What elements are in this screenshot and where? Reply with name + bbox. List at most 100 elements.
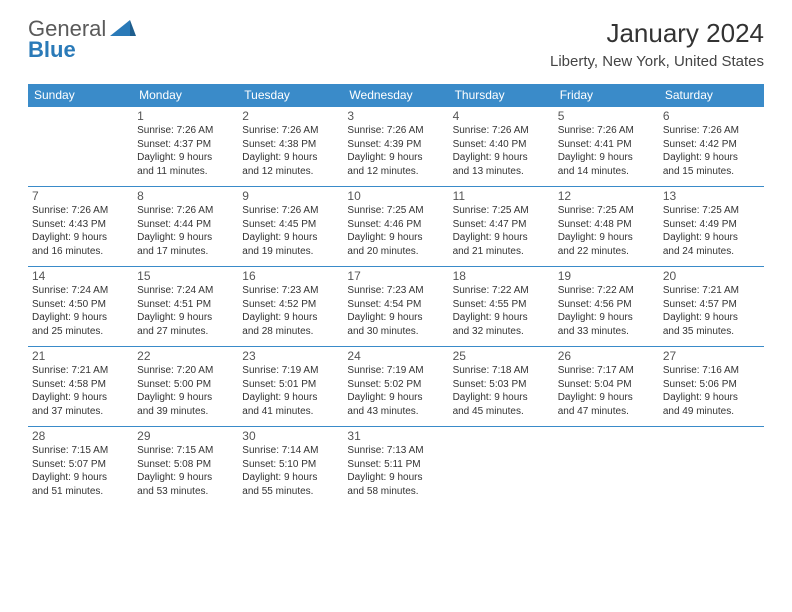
day-detail-line: Sunset: 5:02 PM: [347, 378, 444, 392]
calendar-day-cell: 14Sunrise: 7:24 AMSunset: 4:50 PMDayligh…: [28, 267, 133, 347]
day-detail-line: Sunrise: 7:26 AM: [453, 124, 550, 138]
calendar-week-row: 7Sunrise: 7:26 AMSunset: 4:43 PMDaylight…: [28, 187, 764, 267]
day-detail-line: Sunrise: 7:25 AM: [663, 204, 760, 218]
day-number: 23: [242, 349, 339, 363]
day-detail-line: and 16 minutes.: [32, 245, 129, 259]
calendar-day-cell: 18Sunrise: 7:22 AMSunset: 4:55 PMDayligh…: [449, 267, 554, 347]
calendar-day-cell: 12Sunrise: 7:25 AMSunset: 4:48 PMDayligh…: [554, 187, 659, 267]
calendar-day-cell: 4Sunrise: 7:26 AMSunset: 4:40 PMDaylight…: [449, 107, 554, 187]
day-number: 28: [32, 429, 129, 443]
day-detail-line: and 47 minutes.: [558, 405, 655, 419]
day-detail-line: and 24 minutes.: [663, 245, 760, 259]
calendar-day-cell: 11Sunrise: 7:25 AMSunset: 4:47 PMDayligh…: [449, 187, 554, 267]
calendar-day-cell: [449, 427, 554, 507]
day-detail-line: Sunrise: 7:19 AM: [347, 364, 444, 378]
day-detail-line: Sunset: 4:41 PM: [558, 138, 655, 152]
day-detail-line: and 15 minutes.: [663, 165, 760, 179]
day-number: 24: [347, 349, 444, 363]
calendar-week-row: 14Sunrise: 7:24 AMSunset: 4:50 PMDayligh…: [28, 267, 764, 347]
day-detail-line: Sunset: 4:47 PM: [453, 218, 550, 232]
day-detail-line: Daylight: 9 hours: [347, 471, 444, 485]
day-detail-line: Sunset: 5:08 PM: [137, 458, 234, 472]
calendar-week-row: 21Sunrise: 7:21 AMSunset: 4:58 PMDayligh…: [28, 347, 764, 427]
calendar-day-cell: 13Sunrise: 7:25 AMSunset: 4:49 PMDayligh…: [659, 187, 764, 267]
day-number: 13: [663, 189, 760, 203]
day-detail-line: Sunset: 4:39 PM: [347, 138, 444, 152]
calendar-day-cell: 30Sunrise: 7:14 AMSunset: 5:10 PMDayligh…: [238, 427, 343, 507]
day-detail-line: Daylight: 9 hours: [453, 391, 550, 405]
day-detail-line: Sunset: 4:55 PM: [453, 298, 550, 312]
day-detail-line: and 19 minutes.: [242, 245, 339, 259]
day-detail-line: Daylight: 9 hours: [32, 391, 129, 405]
logo: General Blue: [28, 18, 136, 61]
day-detail-line: Daylight: 9 hours: [347, 311, 444, 325]
day-number: 1: [137, 109, 234, 123]
calendar-day-cell: 31Sunrise: 7:13 AMSunset: 5:11 PMDayligh…: [343, 427, 448, 507]
day-detail-line: Sunset: 4:54 PM: [347, 298, 444, 312]
day-detail-line: Daylight: 9 hours: [137, 391, 234, 405]
day-detail-line: and 53 minutes.: [137, 485, 234, 499]
calendar-day-cell: 17Sunrise: 7:23 AMSunset: 4:54 PMDayligh…: [343, 267, 448, 347]
day-number: 27: [663, 349, 760, 363]
day-detail-line: Daylight: 9 hours: [32, 471, 129, 485]
day-number: 22: [137, 349, 234, 363]
day-detail-line: Sunrise: 7:26 AM: [558, 124, 655, 138]
day-detail-line: Sunset: 4:43 PM: [32, 218, 129, 232]
day-detail-line: and 45 minutes.: [453, 405, 550, 419]
day-detail-line: Daylight: 9 hours: [558, 311, 655, 325]
day-number: 15: [137, 269, 234, 283]
calendar-day-cell: [28, 107, 133, 187]
day-detail-line: Sunrise: 7:19 AM: [242, 364, 339, 378]
day-detail-line: and 13 minutes.: [453, 165, 550, 179]
day-detail-line: Sunset: 4:42 PM: [663, 138, 760, 152]
calendar-day-cell: [554, 427, 659, 507]
calendar-day-cell: 25Sunrise: 7:18 AMSunset: 5:03 PMDayligh…: [449, 347, 554, 427]
calendar-day-cell: 27Sunrise: 7:16 AMSunset: 5:06 PMDayligh…: [659, 347, 764, 427]
calendar-day-cell: 5Sunrise: 7:26 AMSunset: 4:41 PMDaylight…: [554, 107, 659, 187]
day-detail-line: and 43 minutes.: [347, 405, 444, 419]
day-detail-line: Sunrise: 7:26 AM: [137, 204, 234, 218]
day-detail-line: Sunrise: 7:25 AM: [347, 204, 444, 218]
day-header: Wednesday: [343, 84, 448, 107]
calendar-day-cell: 16Sunrise: 7:23 AMSunset: 4:52 PMDayligh…: [238, 267, 343, 347]
day-detail-line: Sunrise: 7:24 AM: [137, 284, 234, 298]
day-detail-line: Sunset: 4:52 PM: [242, 298, 339, 312]
day-detail-line: Sunrise: 7:17 AM: [558, 364, 655, 378]
day-detail-line: Sunset: 4:50 PM: [32, 298, 129, 312]
day-number: 5: [558, 109, 655, 123]
calendar-day-cell: 10Sunrise: 7:25 AMSunset: 4:46 PMDayligh…: [343, 187, 448, 267]
title-block: January 2024 Liberty, New York, United S…: [550, 18, 764, 70]
day-number: 16: [242, 269, 339, 283]
day-detail-line: Sunrise: 7:14 AM: [242, 444, 339, 458]
day-detail-line: Daylight: 9 hours: [558, 391, 655, 405]
day-number: 11: [453, 189, 550, 203]
day-number: 18: [453, 269, 550, 283]
calendar-day-cell: 1Sunrise: 7:26 AMSunset: 4:37 PMDaylight…: [133, 107, 238, 187]
day-number: 26: [558, 349, 655, 363]
location-text: Liberty, New York, United States: [550, 53, 764, 70]
calendar-day-cell: 21Sunrise: 7:21 AMSunset: 4:58 PMDayligh…: [28, 347, 133, 427]
day-detail-line: Sunset: 4:58 PM: [32, 378, 129, 392]
calendar-day-cell: 29Sunrise: 7:15 AMSunset: 5:08 PMDayligh…: [133, 427, 238, 507]
calendar-day-cell: 8Sunrise: 7:26 AMSunset: 4:44 PMDaylight…: [133, 187, 238, 267]
day-detail-line: Daylight: 9 hours: [663, 231, 760, 245]
logo-word-blue: Blue: [28, 39, 106, 61]
logo-triangle-icon: [110, 20, 136, 40]
day-detail-line: and 32 minutes.: [453, 325, 550, 339]
day-number: 17: [347, 269, 444, 283]
calendar-day-cell: 7Sunrise: 7:26 AMSunset: 4:43 PMDaylight…: [28, 187, 133, 267]
day-detail-line: Daylight: 9 hours: [32, 231, 129, 245]
day-detail-line: Sunrise: 7:20 AM: [137, 364, 234, 378]
day-detail-line: and 11 minutes.: [137, 165, 234, 179]
day-detail-line: Sunrise: 7:13 AM: [347, 444, 444, 458]
day-detail-line: Daylight: 9 hours: [347, 231, 444, 245]
day-detail-line: and 35 minutes.: [663, 325, 760, 339]
day-detail-line: and 55 minutes.: [242, 485, 339, 499]
calendar-day-cell: 24Sunrise: 7:19 AMSunset: 5:02 PMDayligh…: [343, 347, 448, 427]
day-number: 31: [347, 429, 444, 443]
day-detail-line: Daylight: 9 hours: [137, 471, 234, 485]
calendar-day-cell: 19Sunrise: 7:22 AMSunset: 4:56 PMDayligh…: [554, 267, 659, 347]
calendar-day-cell: 9Sunrise: 7:26 AMSunset: 4:45 PMDaylight…: [238, 187, 343, 267]
day-detail-line: Sunrise: 7:23 AM: [242, 284, 339, 298]
day-detail-line: and 21 minutes.: [453, 245, 550, 259]
